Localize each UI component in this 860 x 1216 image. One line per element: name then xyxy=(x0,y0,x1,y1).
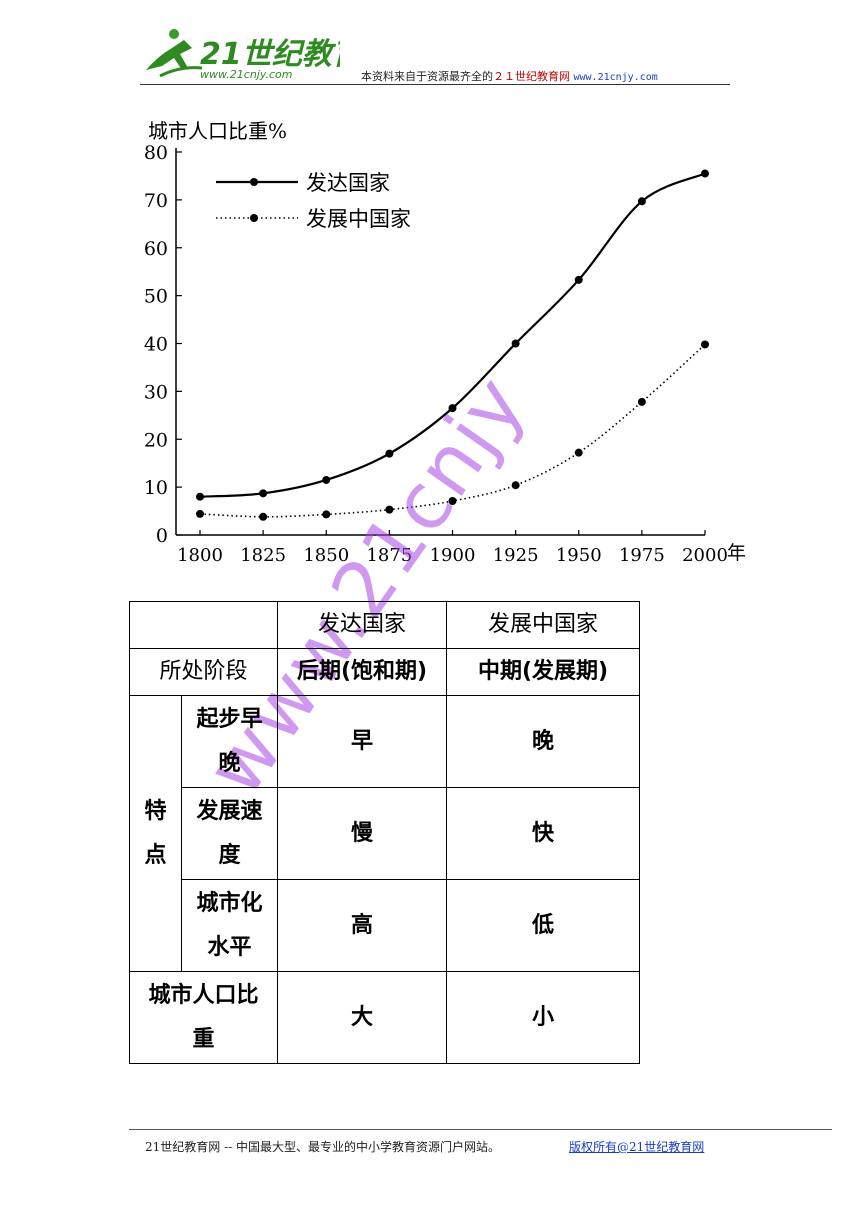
footer-text: 21世纪教育网 -- 中国最大型、最专业的中小学教育资源门户网站。 xyxy=(145,1140,501,1154)
developing-data-point xyxy=(322,510,331,519)
x-axis-label: 年 xyxy=(727,542,746,564)
y-tick-label: 0 xyxy=(156,525,168,547)
y-tick-label: 80 xyxy=(144,142,168,164)
feature-label: 特点 xyxy=(144,798,167,868)
developing-data-point xyxy=(637,397,646,406)
developing-data-point xyxy=(701,340,709,349)
value-developed: 早 xyxy=(277,695,447,788)
y-tick-label: 60 xyxy=(144,238,168,260)
copyright-link[interactable]: 版权所有@21世纪教育网 xyxy=(569,1140,705,1154)
table-row: 特点 起步早晚 早 晚 xyxy=(129,695,640,972)
x-tick-label: 1875 xyxy=(366,545,412,566)
site-logo[interactable]: 21世纪教育 www.21cnjy.com xyxy=(140,26,367,82)
developing-data-point xyxy=(448,497,457,506)
developed-data-point xyxy=(196,492,204,501)
logo-text: 21世纪教育 xyxy=(200,37,340,72)
header-note: 本资料来自于资源最齐全的２１世纪教育网 www.21cnjy.com xyxy=(361,68,658,84)
ratio-label-cell: 城市人口比重 xyxy=(129,971,278,1064)
developed-data-point xyxy=(574,275,583,284)
developing-data-point xyxy=(511,481,520,490)
runner-logo-icon xyxy=(146,29,203,78)
row-label: 城市化水平 xyxy=(196,890,263,960)
y-tick-label: 10 xyxy=(144,477,168,499)
header-note-url[interactable]: www.21cnjy.com xyxy=(573,72,658,83)
developed-series-line xyxy=(199,172,706,498)
urbanization-line-chart: 城市人口比重% 0 10 20 30 40 50 60 70 80 1800 1825 1850 1875… xyxy=(144,119,746,566)
y-tick-label: 50 xyxy=(144,286,168,308)
ratio-developing: 小 xyxy=(446,971,640,1064)
developing-data-point xyxy=(385,505,394,514)
header-developed: 发达国家 xyxy=(277,601,447,649)
x-tick-label: 1850 xyxy=(303,545,349,566)
stage-developed: 后期(饱和期) xyxy=(277,648,447,696)
developed-data-point xyxy=(322,475,331,484)
feature-label-cell: 特点 xyxy=(129,695,182,972)
x-tick-label: 1800 xyxy=(177,545,223,566)
developed-data-point xyxy=(259,489,268,498)
developed-data-point xyxy=(511,339,520,348)
developed-data-point xyxy=(637,197,646,206)
row-label-cell: 发展速度 xyxy=(181,787,278,880)
legend-marker xyxy=(250,214,258,222)
ratio-developed: 大 xyxy=(277,971,447,1064)
row-label: 起步早晚 xyxy=(196,706,263,776)
x-tick-label: 2000 xyxy=(682,545,728,566)
developed-data-point xyxy=(701,169,709,178)
table-header-row: 发达国家 发展中国家 xyxy=(129,601,640,649)
y-tick-label: 30 xyxy=(144,381,168,403)
value-developing: 晚 xyxy=(446,695,640,788)
value-developed: 慢 xyxy=(277,787,447,880)
table-row-ratio: 城市人口比重 大 小 xyxy=(129,971,640,1064)
x-tick-label: 1825 xyxy=(240,545,286,566)
table-row-stage: 所处阶段 后期(饱和期) 中期(发展期) xyxy=(129,648,640,696)
legend-label: 发展中国家 xyxy=(306,207,411,231)
y-tick-label: 70 xyxy=(144,190,168,212)
table-row: 城市化水平 高 低 xyxy=(130,879,640,972)
header-divider xyxy=(140,84,730,85)
x-tick-label: 1975 xyxy=(619,545,665,566)
value-developing: 快 xyxy=(446,787,640,880)
developing-series-line xyxy=(199,343,706,518)
header-note-site: ２１世纪教育网 xyxy=(493,70,570,83)
chart-axes: 城市人口比重% 0 10 20 30 40 50 60 70 80 1800 1825 1850 1875… xyxy=(144,119,746,566)
legend-marker xyxy=(250,178,258,186)
x-tick-label: 1925 xyxy=(493,545,539,566)
developing-data-point xyxy=(259,512,268,521)
developed-data-point xyxy=(385,449,394,458)
value-developing: 低 xyxy=(446,879,640,972)
y-tick-label: 40 xyxy=(144,334,168,356)
developing-data-point xyxy=(196,509,204,518)
stage-label: 所处阶段 xyxy=(129,648,278,696)
y-tick-label: 20 xyxy=(144,429,168,451)
x-tick-label: 1950 xyxy=(556,545,602,566)
developing-data-point xyxy=(574,448,583,457)
value-developed: 高 xyxy=(277,879,447,972)
row-label: 发展速度 xyxy=(196,798,263,868)
developed-data-point xyxy=(448,404,457,413)
y-axis-label: 城市人口比重% xyxy=(148,119,287,143)
chart-series xyxy=(196,169,709,521)
empty-corner-cell xyxy=(129,601,278,649)
ratio-label: 城市人口比重 xyxy=(148,982,259,1052)
table-row: 发展速度 慢 快 xyxy=(130,787,640,880)
footer-divider xyxy=(129,1129,832,1130)
header-note-text: 本资料来自于资源最齐全的 xyxy=(361,70,493,83)
comparison-table: 发达国家 发展中国家 所处阶段 后期(饱和期) 中期(发展期) 特点 起步早晚 … xyxy=(129,601,640,1064)
row-label-cell: 起步早晚 xyxy=(181,695,278,788)
logo-url: www.21cnjy.com xyxy=(200,68,293,81)
row-label-cell: 城市化水平 xyxy=(181,879,278,972)
x-tick-label: 1900 xyxy=(430,545,476,566)
legend-label: 发达国家 xyxy=(306,171,390,195)
stage-developing: 中期(发展期) xyxy=(446,648,640,696)
header-developing: 发展中国家 xyxy=(446,601,640,649)
